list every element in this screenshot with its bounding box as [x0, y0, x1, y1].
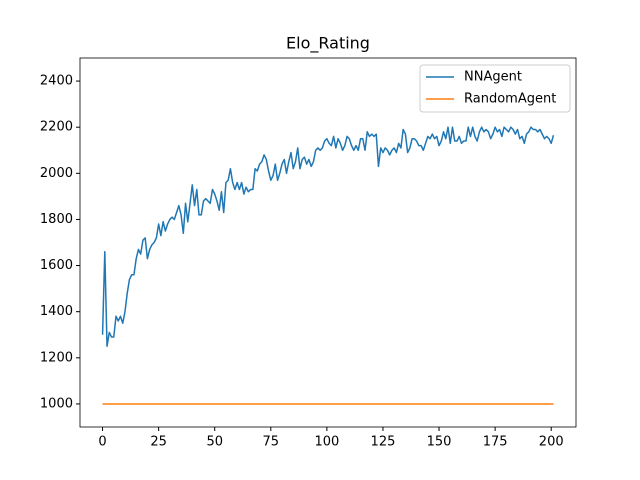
- chart-title: Elo_Rating: [286, 34, 370, 54]
- x-tick-label: 150: [427, 435, 452, 450]
- x-tick-label: 50: [206, 435, 223, 450]
- x-tick-label: 100: [314, 435, 339, 450]
- series-line: [101, 126, 555, 348]
- y-tick-label: 2200: [40, 120, 73, 135]
- x-tick-label: 200: [539, 435, 564, 450]
- y-tick-label: 1400: [40, 304, 73, 319]
- legend-label: NNAgent: [464, 70, 522, 85]
- x-tick-label: 75: [263, 435, 280, 450]
- y-tick-label: 1600: [40, 258, 73, 273]
- y-tick-label: 1800: [40, 212, 73, 227]
- legend-box: [419, 64, 571, 113]
- x-tick-label: 25: [150, 435, 167, 450]
- x-tick-label: 0: [98, 435, 106, 450]
- y-tick-label: 1000: [40, 396, 73, 411]
- y-tick-label: 2000: [40, 166, 73, 181]
- y-tick-label: 1200: [40, 350, 73, 365]
- plot-frame: [79, 57, 577, 428]
- x-tick-label: 175: [483, 435, 508, 450]
- legend-label: RandomAgent: [464, 92, 556, 107]
- y-tick-label: 2400: [40, 74, 73, 89]
- x-tick-label: 125: [371, 435, 396, 450]
